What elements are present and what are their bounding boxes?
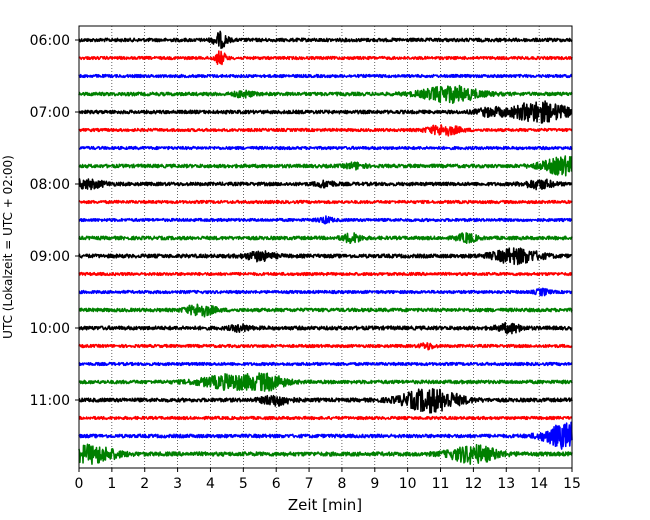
x-tick-label: 12 — [464, 476, 482, 492]
y-tick-label: 10:00 — [30, 321, 70, 337]
trace-1015 — [78, 342, 573, 351]
x-tick-label: 10 — [399, 476, 417, 492]
trace-1000 — [78, 321, 573, 335]
trace-1030 — [78, 361, 573, 367]
trace-1130 — [78, 421, 573, 450]
trace-0845 — [78, 232, 573, 245]
x-tick-label: 13 — [497, 476, 515, 492]
x-tick-label: 2 — [140, 476, 149, 492]
x-tick-label: 15 — [563, 476, 581, 492]
trace-0615 — [78, 50, 573, 66]
trace-0600 — [78, 30, 573, 50]
y-tick-label: 06:00 — [30, 33, 70, 49]
trace-0945 — [78, 303, 573, 318]
x-axis-label: Zeit [min] — [288, 496, 362, 514]
trace-1145 — [78, 443, 573, 465]
x-tick-label: 14 — [530, 476, 548, 492]
y-tick-label: 08:00 — [30, 177, 70, 193]
plot-frame — [78, 25, 573, 469]
x-axis: 0 1 2 3 4 5 6 7 8 9 10 11 12 13 14 15 — [75, 468, 581, 492]
trace-0915 — [78, 271, 573, 277]
x-tick-label: 8 — [337, 476, 346, 492]
trace-1115 — [78, 415, 573, 421]
x-tick-label: 4 — [206, 476, 215, 492]
trace-0745 — [78, 155, 573, 177]
y-tick-label: 07:00 — [30, 105, 70, 121]
trace-0800 — [78, 178, 573, 191]
x-tick-label: 0 — [75, 476, 84, 492]
x-tick-label: 7 — [305, 476, 314, 492]
trace-0645 — [78, 84, 573, 105]
trace-0815 — [78, 199, 573, 205]
trace-1100 — [78, 388, 573, 414]
x-tick-label: 1 — [107, 476, 116, 492]
x-tick-label: 3 — [173, 476, 182, 492]
x-tick-label: 11 — [432, 476, 450, 492]
y-axis-label: UTC (Lokalzeit = UTC + 02:00) — [1, 155, 15, 339]
trace-0930 — [78, 287, 573, 297]
x-tick-label: 9 — [370, 476, 379, 492]
y-tick-label: 11:00 — [30, 393, 70, 409]
trace-0730 — [78, 145, 573, 151]
trace-0715 — [78, 124, 573, 137]
trace-0830 — [78, 215, 573, 225]
trace-0630 — [78, 73, 573, 79]
x-tick-label: 6 — [272, 476, 281, 492]
trace-0900 — [78, 247, 573, 266]
y-axis: 06:00 07:00 08:00 09:00 10:00 11:00 — [30, 33, 79, 409]
trace-group — [78, 30, 573, 465]
x-tick-label: 5 — [239, 476, 248, 492]
y-tick-label: 09:00 — [30, 249, 70, 265]
trace-0700 — [78, 100, 573, 124]
trace-1045 — [78, 372, 573, 392]
